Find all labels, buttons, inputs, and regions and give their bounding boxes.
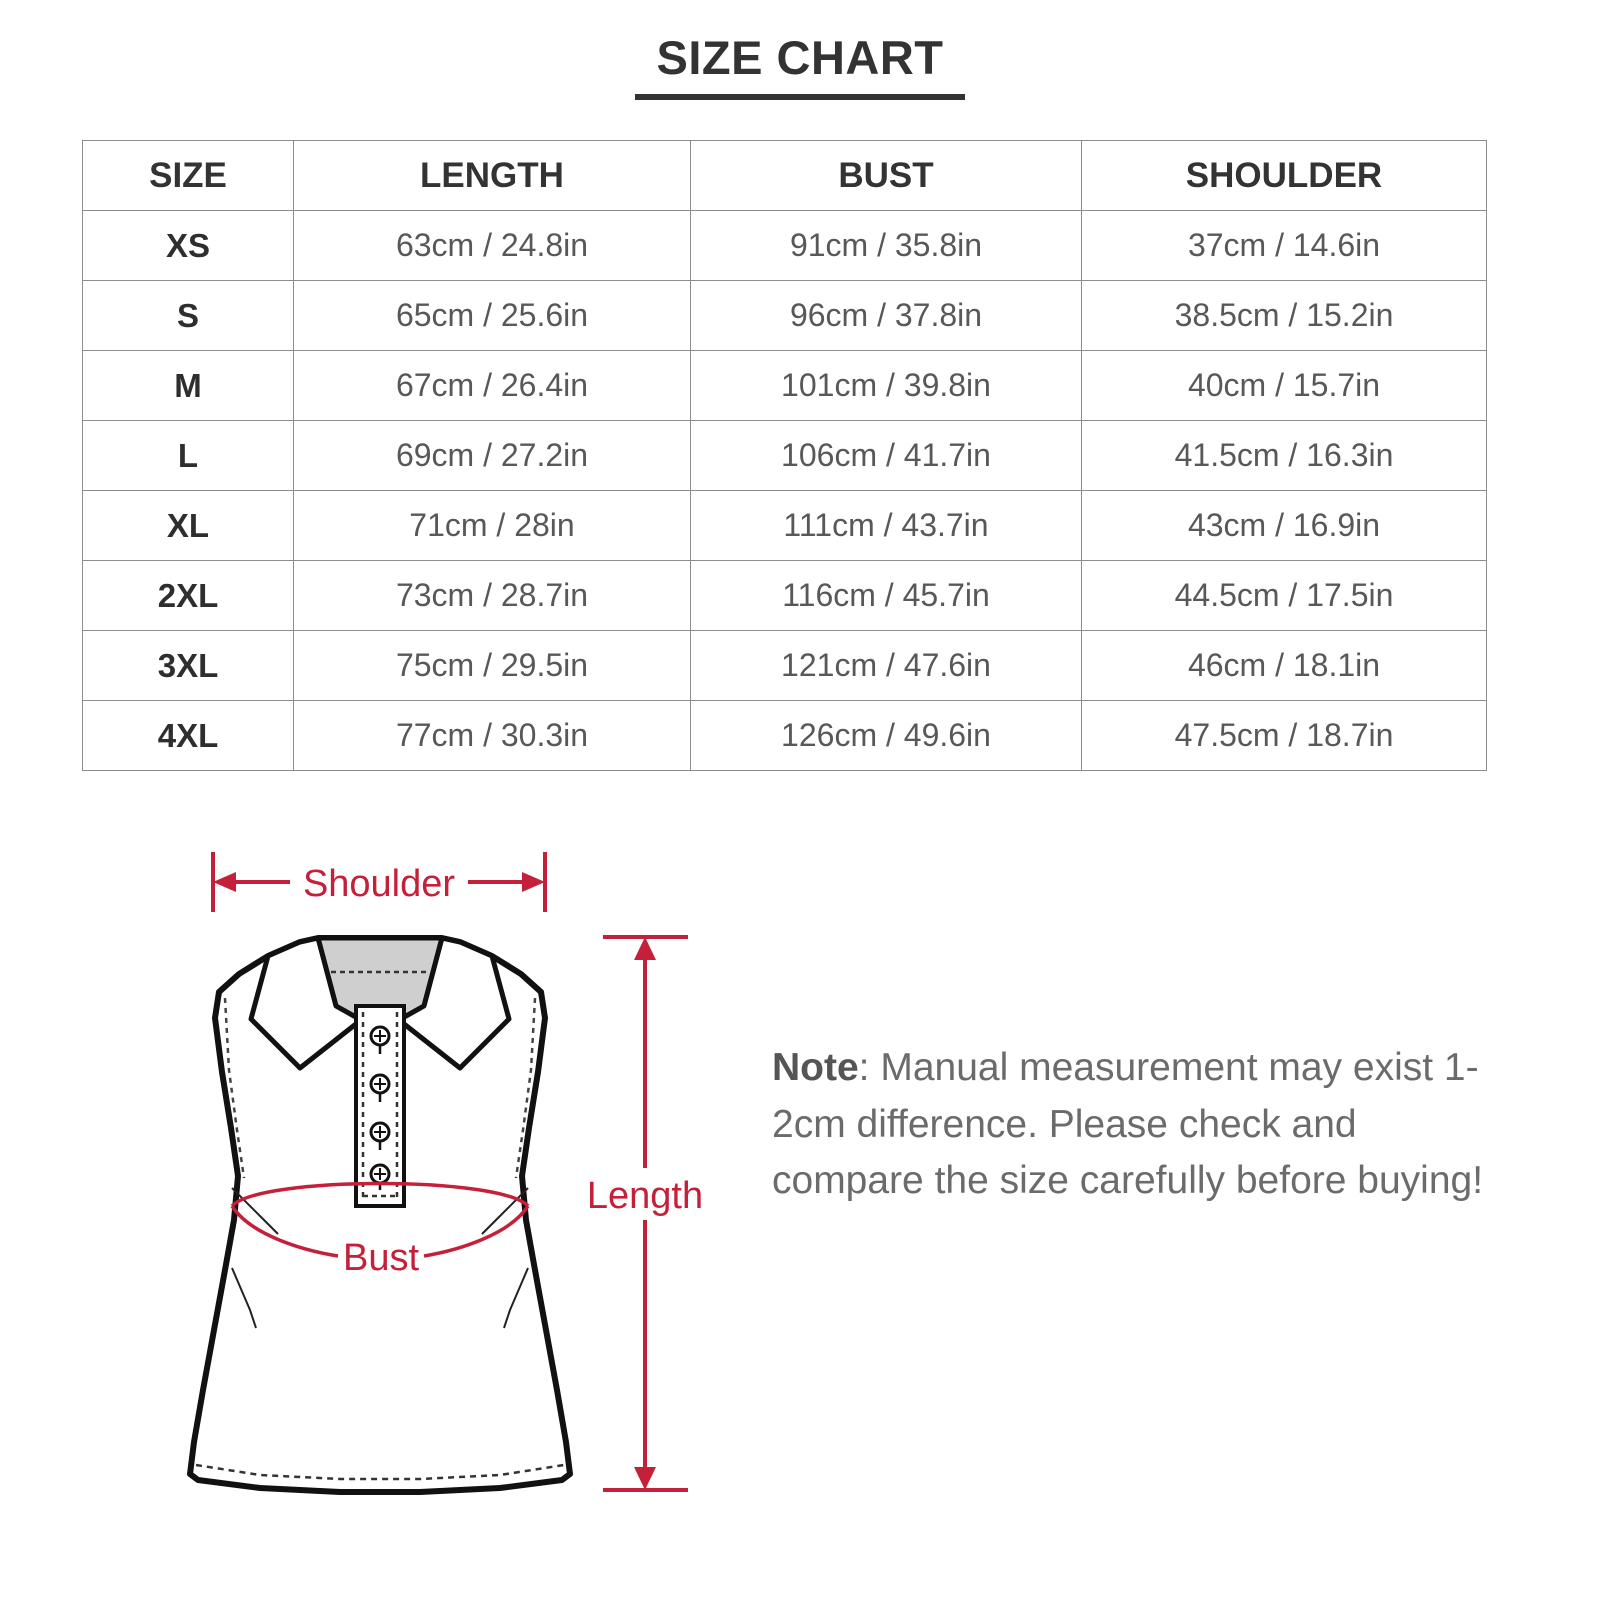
table-row: 3XL 75cm / 29.5in 121cm / 47.6in 46cm / … (82, 630, 1487, 701)
cell-length: 77cm / 30.3in (293, 700, 691, 771)
table-row: 4XL 77cm / 30.3in 126cm / 49.6in 47.5cm … (82, 700, 1487, 771)
cell-shoulder: 43cm / 16.9in (1081, 490, 1487, 561)
cell-shoulder: 40cm / 15.7in (1081, 350, 1487, 421)
dart-left-lower (231, 1267, 257, 1329)
cell-bust: 101cm / 39.8in (690, 350, 1082, 421)
table-header-row: SIZE LENGTH BUST SHOULDER (82, 140, 1487, 211)
cell-bust: 126cm / 49.6in (690, 700, 1082, 771)
cell-bust: 106cm / 41.7in (690, 420, 1082, 491)
column-header-size: SIZE (82, 140, 294, 211)
cell-size: L (82, 420, 294, 491)
shirt-illustration (187, 935, 573, 1495)
bust-dimension-annotation: Bust (230, 1181, 530, 1279)
cell-length: 67cm / 26.4in (293, 350, 691, 421)
cell-bust: 116cm / 45.7in (690, 560, 1082, 631)
table-row: M 67cm / 26.4in 101cm / 39.8in 40cm / 15… (82, 350, 1487, 421)
cell-length: 69cm / 27.2in (293, 420, 691, 491)
dart-right-lower (503, 1267, 529, 1329)
cell-shoulder: 37cm / 14.6in (1081, 210, 1487, 281)
cell-length: 65cm / 25.6in (293, 280, 691, 351)
measurement-note: Note: Manual measurement may exist 1-2cm… (772, 1040, 1484, 1210)
armhole-stitch-left (223, 997, 246, 1179)
cell-shoulder: 44.5cm / 17.5in (1081, 560, 1487, 631)
cell-size: 3XL (82, 630, 294, 701)
cell-length: 63cm / 24.8in (293, 210, 691, 281)
cell-bust: 121cm / 47.6in (690, 630, 1082, 701)
note-text: Manual measurement may exist 1-2cm diffe… (772, 1046, 1484, 1203)
cell-shoulder: 41.5cm / 16.3in (1081, 420, 1487, 491)
bust-label: Bust (343, 1237, 419, 1279)
page-title-block: SIZE CHART (0, 34, 1600, 100)
cell-size: M (82, 350, 294, 421)
length-dimension-annotation: Length (587, 935, 703, 1492)
cell-length: 71cm / 28in (293, 490, 691, 561)
armhole-stitch-right (514, 997, 537, 1179)
cell-size: XS (82, 210, 294, 281)
shirt-body-outline (187, 935, 573, 1495)
table-row: S 65cm / 25.6in 96cm / 37.8in 38.5cm / 1… (82, 280, 1487, 351)
cell-size: 2XL (82, 560, 294, 631)
table-row: XS 63cm / 24.8in 91cm / 35.8in 37cm / 14… (82, 210, 1487, 281)
collar-point-right (396, 935, 512, 1071)
column-header-bust: BUST (690, 140, 1082, 211)
shoulder-dimension-annotation: Shoulder (211, 852, 547, 912)
placket-button (369, 1163, 391, 1190)
garment-measurement-diagram: Shoulder (0, 820, 760, 1540)
cell-length: 75cm / 29.5in (293, 630, 691, 701)
cell-size: XL (82, 490, 294, 561)
note-separator: : (858, 1046, 881, 1089)
placket-button (369, 1121, 391, 1150)
note-label: Note (772, 1046, 859, 1089)
shoulder-label: Shoulder (303, 863, 455, 905)
cell-shoulder: 38.5cm / 15.2in (1081, 280, 1487, 351)
table-row: 2XL 73cm / 28.7in 116cm / 45.7in 44.5cm … (82, 560, 1487, 631)
cell-size: S (82, 280, 294, 351)
table-row: L 69cm / 27.2in 106cm / 41.7in 41.5cm / … (82, 420, 1487, 491)
size-chart-table: SIZE LENGTH BUST SHOULDER XS 63cm / 24.8… (82, 140, 1487, 771)
cell-bust: 96cm / 37.8in (690, 280, 1082, 351)
placket-button (369, 1073, 391, 1102)
placket-button (369, 1025, 391, 1054)
column-header-shoulder: SHOULDER (1081, 140, 1487, 211)
cell-shoulder: 46cm / 18.1in (1081, 630, 1487, 701)
cell-bust: 91cm / 35.8in (690, 210, 1082, 281)
collar-point-left (248, 935, 364, 1071)
cell-shoulder: 47.5cm / 18.7in (1081, 700, 1487, 771)
title-underline-rule (635, 94, 965, 100)
cell-size: 4XL (82, 700, 294, 771)
length-label: Length (587, 1175, 703, 1217)
cell-bust: 111cm / 43.7in (690, 490, 1082, 561)
column-header-length: LENGTH (293, 140, 691, 211)
cell-length: 73cm / 28.7in (293, 560, 691, 631)
table-row: XL 71cm / 28in 111cm / 43.7in 43cm / 16.… (82, 490, 1487, 561)
page-title: SIZE CHART (656, 31, 944, 84)
